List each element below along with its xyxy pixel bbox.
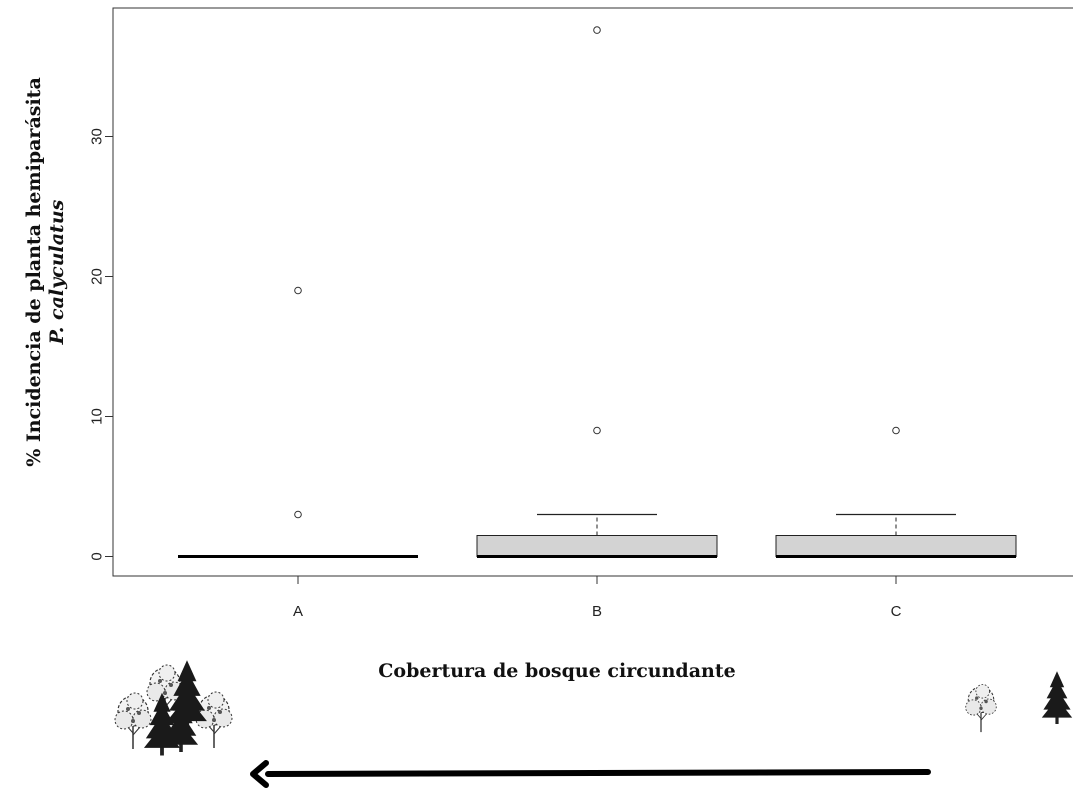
y-tick-label: 0: [88, 552, 105, 560]
y-axis-title-line2: P. calyculatus: [46, 199, 68, 345]
outlier-point: [294, 510, 302, 519]
x-tick-label: B: [592, 603, 602, 620]
arrow-left-icon: [250, 760, 931, 788]
box-A: [178, 286, 418, 558]
box-B: [476, 26, 718, 558]
x-tick-label: A: [293, 603, 303, 620]
outlier-point: [892, 426, 900, 435]
plot-frame: [112, 7, 1073, 577]
outlier-point: [294, 286, 302, 295]
outlier-point: [593, 426, 601, 435]
y-axis: 0 10 20 30: [88, 128, 114, 561]
y-axis-title-line1: % Incidencia de planta hemiparásita: [23, 77, 45, 467]
y-tick-label: 30: [88, 128, 105, 145]
box-C: [775, 426, 1017, 558]
dense-forest-trees-icon: [114, 660, 233, 756]
box-body: [775, 535, 1017, 557]
x-axis-title: Cobertura de bosque circundante: [378, 660, 735, 682]
y-tick-label: 10: [88, 408, 105, 425]
y-tick-label: 20: [88, 268, 105, 285]
sparse-trees-icon: [965, 671, 1073, 733]
box-series: [178, 26, 1017, 558]
box-body: [476, 535, 718, 557]
x-tick-label: C: [891, 603, 902, 620]
x-axis: A B C: [293, 575, 902, 620]
outlier-point: [593, 26, 601, 34]
